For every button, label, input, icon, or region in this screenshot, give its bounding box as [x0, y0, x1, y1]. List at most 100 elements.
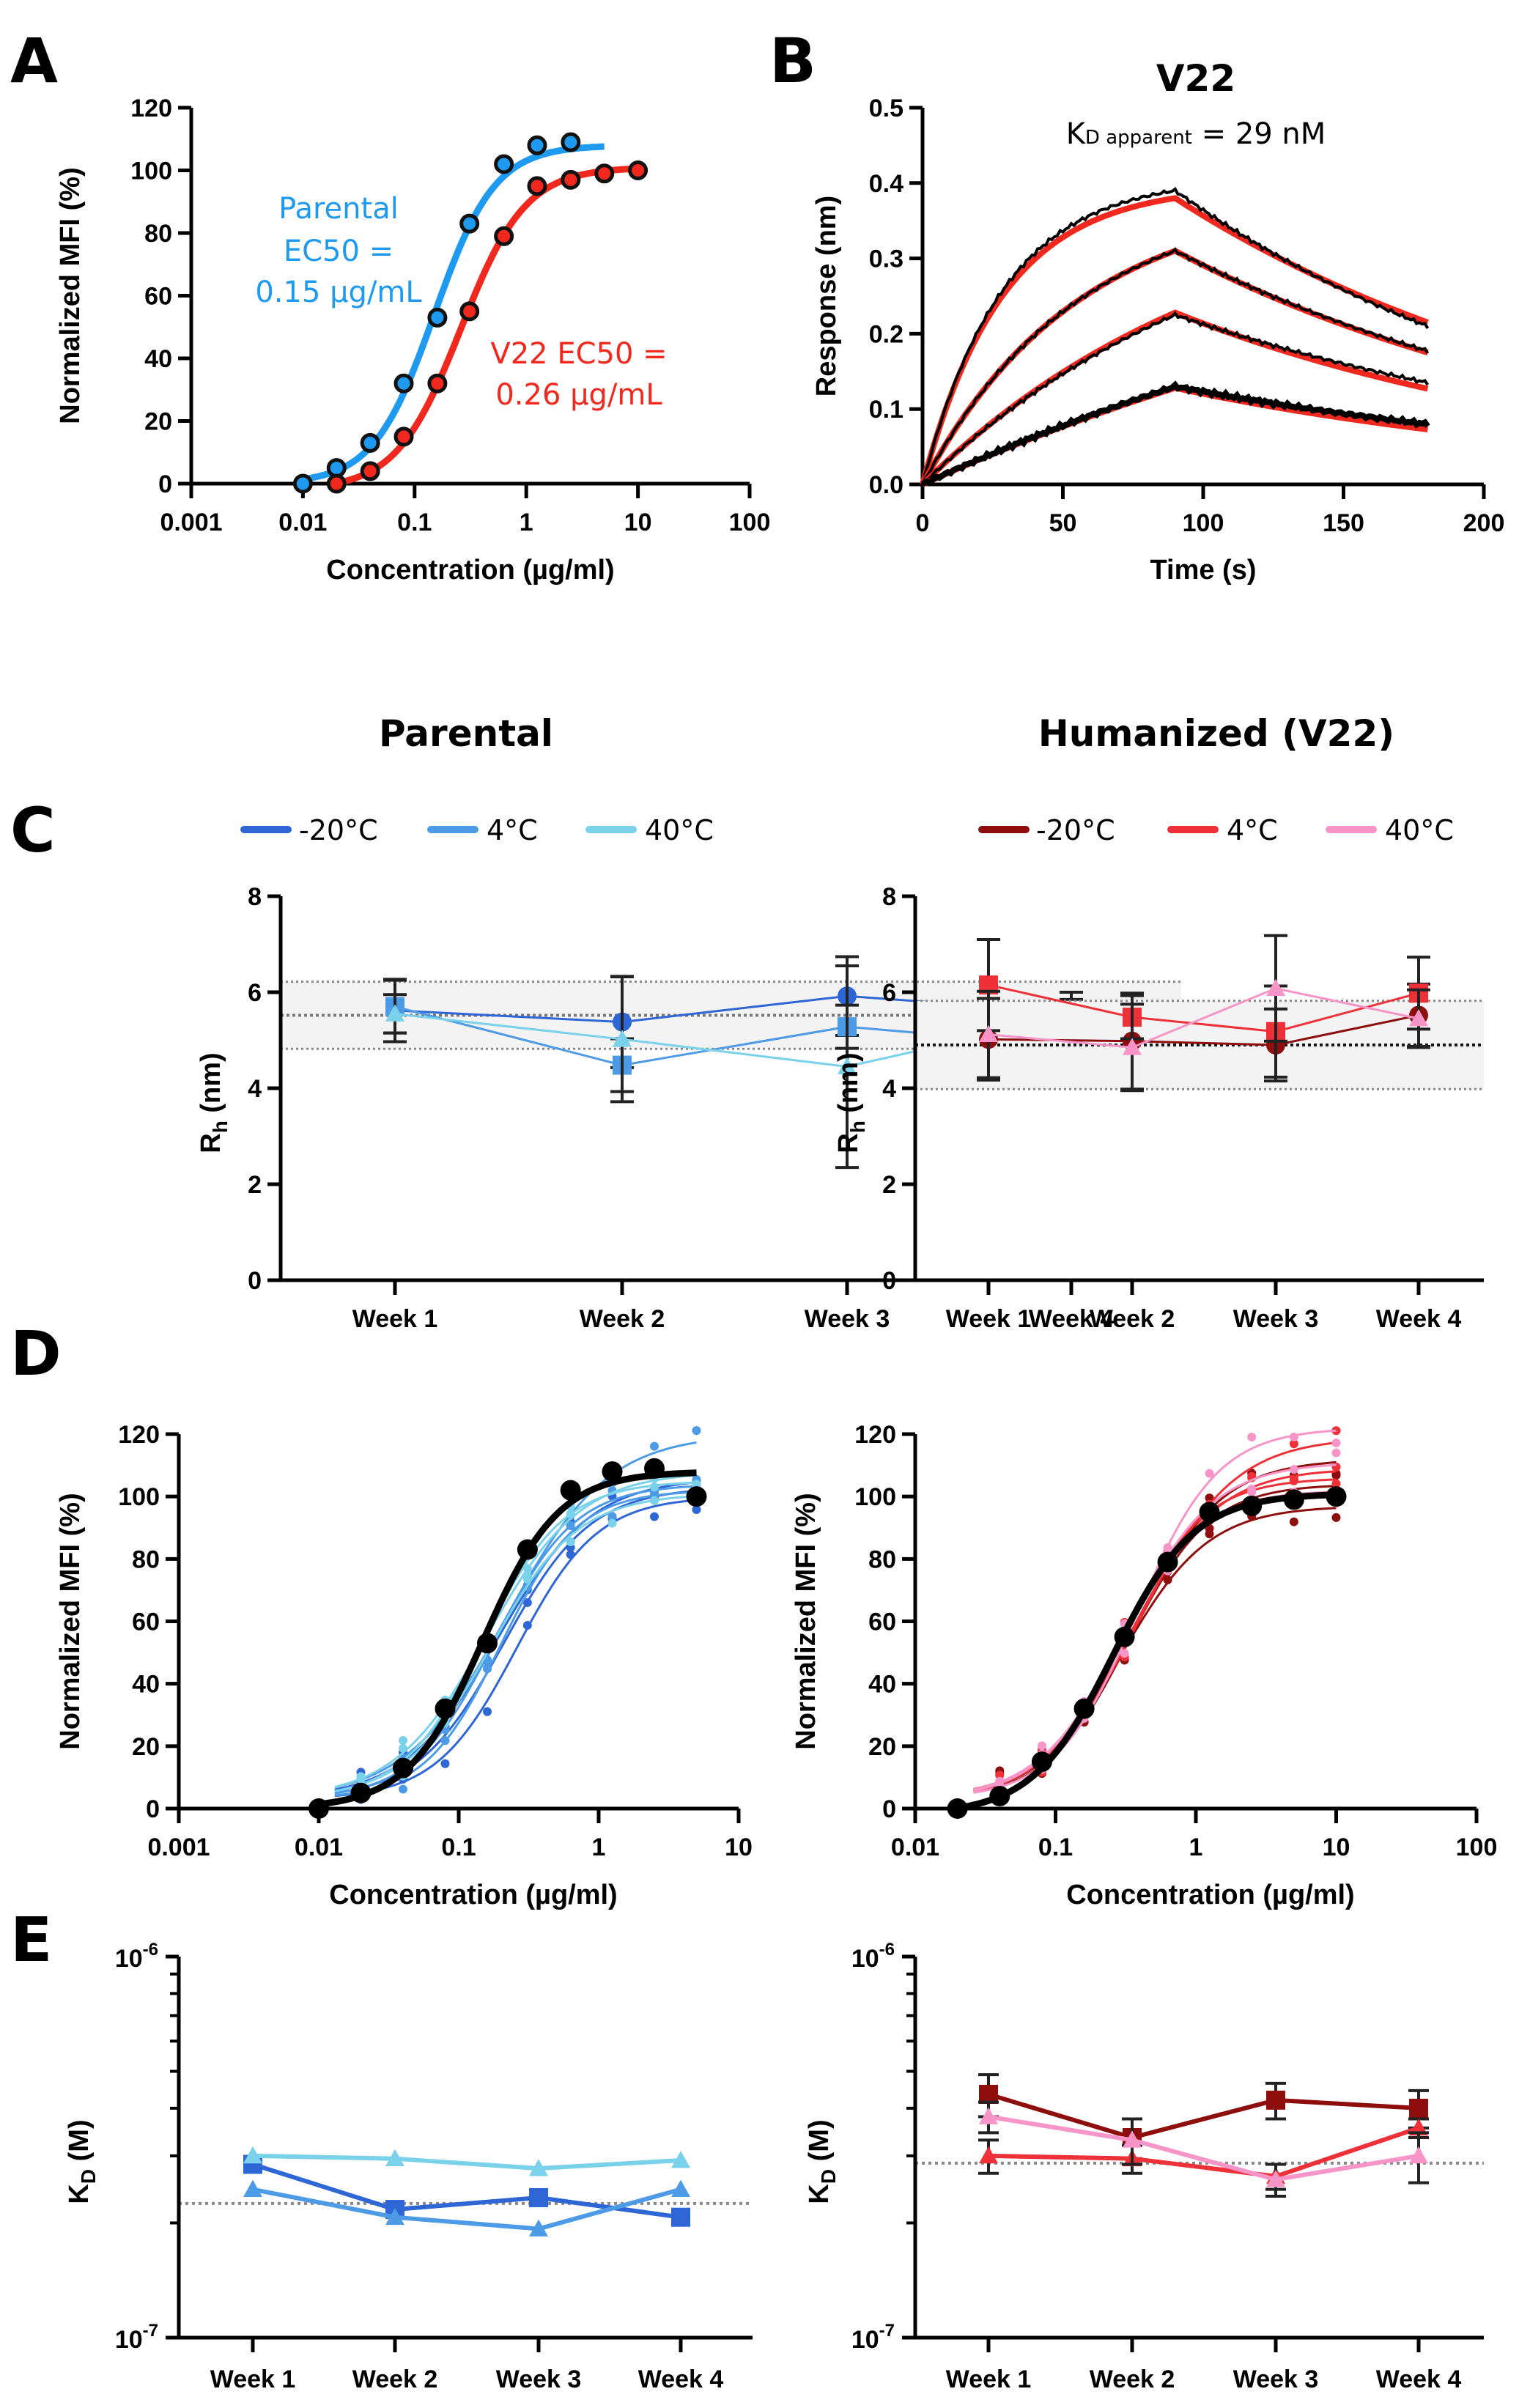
y-tick-label: 80 [868, 1545, 896, 1573]
replicate-3 [334, 1481, 701, 1791]
replicate-point [1289, 1465, 1298, 1474]
reference-point [644, 1458, 665, 1479]
replicate-fit-curve [334, 1499, 697, 1798]
reference-point [435, 1698, 456, 1719]
reference-fit-curve [318, 1469, 697, 1808]
fit-curve [921, 385, 1428, 487]
x-tick-label: 0 [916, 509, 930, 537]
x-tick-label: Week 2 [352, 2365, 438, 2393]
y-tick-label: 8 [882, 883, 896, 911]
y-tick-label: 0 [882, 1795, 896, 1823]
x-tick-label: 0.1 [1038, 1833, 1073, 1861]
legend-humanized: -20°C 4°C 40°C [978, 814, 1454, 846]
data-point [360, 432, 380, 453]
replicate-fit-curve [334, 1485, 697, 1795]
replicate-6 [334, 1475, 701, 1803]
data-point [393, 373, 414, 394]
reference-point [392, 1757, 413, 1779]
replicate-point [995, 1770, 1005, 1780]
chart-c-humanized-rh: 0 2 4 6 8 Week 1 Week 2 Week 3 Week 4 Rh (nm) [833, 883, 1484, 1333]
replicate-point [1331, 1438, 1341, 1448]
tick-exponent: -7 [143, 2321, 158, 2341]
replicate-point [1289, 1433, 1298, 1442]
y-axis-title-main: K [64, 2184, 95, 2204]
x-tick-label: Week 4 [638, 2365, 724, 2393]
data-point-triangle [243, 2179, 262, 2198]
y-axis-title-rest: (M) [804, 2119, 835, 2169]
replicate-point [482, 1707, 492, 1716]
series-line [252, 2153, 681, 2171]
y-axis-title-rest: (M) [64, 2119, 95, 2169]
y-tick-label: 2 [248, 1171, 262, 1199]
data-point [561, 132, 581, 152]
y-axis-title-sub: h [846, 1120, 869, 1133]
y-tick-label: 60 [132, 1609, 160, 1636]
x-tick-label: Week 4 [1029, 1305, 1115, 1333]
data-point [628, 160, 648, 180]
data-point-triangle [979, 1024, 998, 1043]
replicate-point [1289, 1517, 1298, 1526]
y-axis-title-main: K [804, 2184, 835, 2204]
replicate-point [607, 1518, 617, 1528]
replicate-fit-curve [973, 1460, 1337, 1792]
replicate-fit-curve [334, 1481, 697, 1791]
legend-item-neg20: -20°C [978, 814, 1115, 846]
x-tick-label: Week 4 [1376, 2365, 1462, 2393]
data-point-triangle [613, 1030, 632, 1047]
replicate-point [566, 1550, 575, 1559]
tick-exponent: -7 [879, 2321, 895, 2341]
tick-base: 10 [851, 1945, 879, 1973]
replicate-5 [973, 1470, 1341, 1792]
data-point-triangle [1123, 1038, 1142, 1055]
y-tick-label: 80 [144, 220, 172, 248]
series-line [988, 2126, 1419, 2179]
x-axis-title: Concentration (µg/ml) [329, 1880, 617, 1910]
data-point [527, 176, 547, 196]
y-axis-title-main: R [196, 1133, 226, 1153]
legend-label: 4°C [487, 814, 538, 846]
replicate-4 [973, 1426, 1341, 1796]
y-tick-label: 60 [144, 283, 172, 311]
x-axis-title: Concentration (µg/ml) [1066, 1880, 1354, 1910]
x-tick-label: 200 [1463, 509, 1505, 537]
series-40c [978, 2100, 1429, 2198]
replicate-2 [334, 1475, 701, 1804]
reference-point [989, 1785, 1010, 1806]
reference-point [1114, 1626, 1135, 1647]
x-tick-label: Week 2 [1090, 2365, 1175, 2393]
replicate-point [522, 1574, 532, 1584]
y-axis-title-main: R [833, 1133, 864, 1153]
replicate-point [650, 1496, 659, 1505]
y-axis-title: Normalized MFI (%) [55, 167, 86, 424]
x-tick-label: 10 [1323, 1833, 1350, 1861]
sensorgram-2 [920, 247, 1430, 486]
reference-point [947, 1798, 968, 1819]
data-point-triangle [838, 1057, 857, 1074]
tick-base: 10 [851, 2326, 879, 2354]
fit-curve [920, 195, 1429, 486]
x-tick-label: 0.1 [397, 509, 432, 536]
y-axis-title: Normalized MFI (%) [55, 1493, 86, 1749]
x-tick-label: 100 [729, 509, 771, 536]
x-tick-label: Week 1 [946, 2365, 1032, 2393]
reference-point [686, 1486, 707, 1507]
y-tick-label: 0.3 [869, 245, 903, 273]
data-point [326, 458, 347, 479]
x-tick-label: 0.1 [441, 1833, 476, 1861]
data-point-triangle [1409, 1009, 1428, 1027]
data-point [561, 169, 581, 190]
x-tick-label: Week 4 [1376, 1305, 1462, 1333]
x-tick-label: Week 2 [580, 1305, 665, 1333]
x-tick-label: 0.01 [891, 1833, 939, 1861]
replicate-1 [334, 1499, 701, 1798]
series-40c [977, 934, 1430, 1093]
replicate-point [1289, 1439, 1298, 1449]
x-tick-label: 100 [1456, 1833, 1498, 1861]
y-tick-label: 120 [130, 95, 172, 122]
legend-item-40: 40°C [1326, 814, 1454, 846]
fit-curve [302, 143, 605, 483]
kd-annotation: KD apparent = 29 nM [1066, 117, 1326, 151]
reference-series [308, 1458, 707, 1819]
x-tick-label: 0.001 [160, 509, 222, 536]
x-tick-label: 50 [1049, 509, 1077, 537]
